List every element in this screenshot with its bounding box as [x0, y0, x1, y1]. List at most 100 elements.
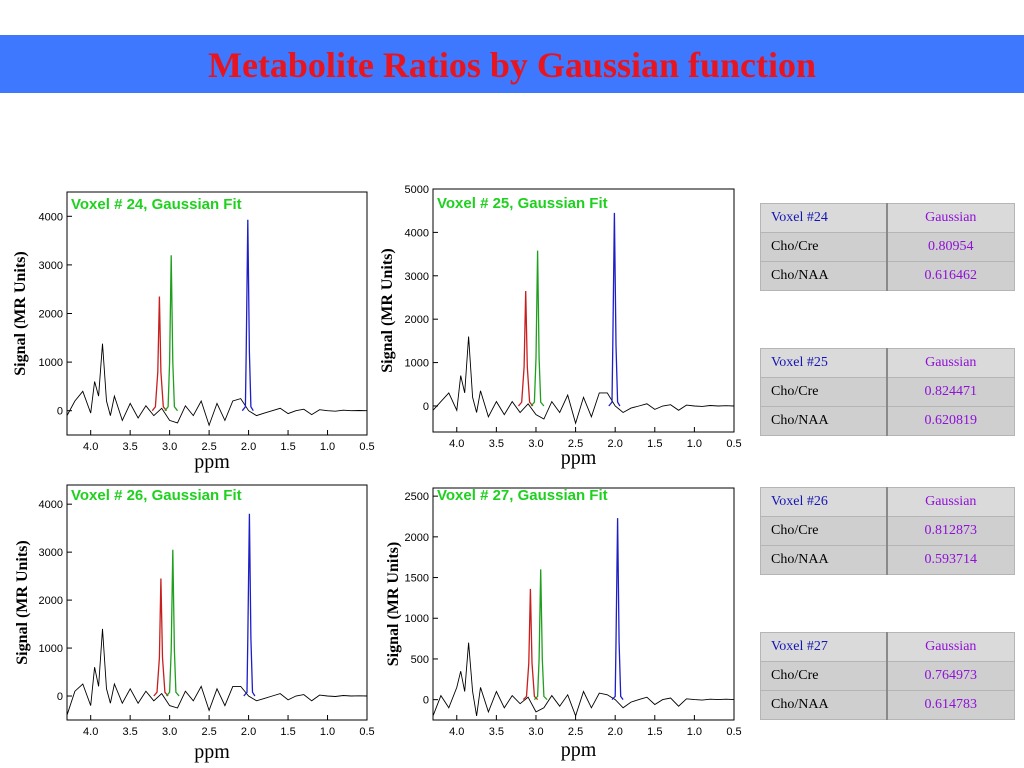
y-axis-label: Signal (MR Units)	[385, 542, 402, 666]
y-tick-label: 2500	[405, 491, 429, 503]
x-tick-label: 4.0	[83, 441, 98, 453]
y-tick-label: 5000	[405, 184, 429, 196]
x-tick-label: 0.5	[359, 441, 374, 453]
table-ratio-value: 0.824471	[886, 377, 1015, 407]
plot-frame	[432, 487, 735, 721]
spectrum-chart-3: 4.0 3.5 3.0 2.5 2.0 1.5 1.0 0.5 0 500 1000 1500 2000…	[385, 487, 742, 761]
x-tick-label: 4.0	[449, 438, 464, 450]
x-axis-label: ppm	[561, 739, 597, 761]
table-ratio-label: Cho/NAA	[760, 261, 888, 291]
ratio-table-voxel-26: Voxel #26 Gaussian Cho/Cre 0.812873 Cho/NA…	[760, 487, 1015, 575]
table-ratio-value: 0.616462	[886, 261, 1015, 291]
plot-frame	[66, 484, 368, 721]
table-header-method: Gaussian	[886, 203, 1015, 233]
gaussian-fit-peak	[164, 255, 179, 412]
spectrum-chart-2: 4.0 3.5 3.0 2.5 2.0 1.5 1.0 0.5 0 1000 2000 3000 400…	[14, 484, 375, 763]
x-tick-label: 1.0	[687, 726, 702, 738]
x-tick-label: 2.5	[201, 441, 216, 453]
spectrum-trace	[66, 343, 368, 427]
y-tick-label: 3000	[39, 547, 63, 559]
y-axis-label: Signal (MR Units)	[12, 251, 29, 375]
table-ratio-label: Cho/Cre	[760, 232, 888, 262]
table-ratio-label: Cho/NAA	[760, 690, 888, 720]
y-axis-label: Signal (MR Units)	[379, 248, 396, 372]
gaussian-fit-peak	[533, 569, 548, 701]
x-tick-label: 3.0	[162, 726, 177, 738]
x-tick-label: 3.5	[489, 438, 504, 450]
chart-title: Voxel # 27, Gaussian Fit	[437, 487, 608, 504]
y-tick-label: 3000	[405, 271, 429, 283]
x-axis-label: ppm	[561, 447, 597, 469]
gaussian-fit-peak	[517, 290, 534, 407]
x-tick-label: 2.5	[201, 726, 216, 738]
ratio-table-voxel-25: Voxel #25 Gaussian Cho/Cre 0.824471 Cho/NA…	[760, 348, 1015, 436]
table-ratio-label: Cho/Cre	[760, 661, 888, 691]
y-tick-label: 1000	[405, 358, 429, 370]
x-tick-label: 2.0	[608, 438, 623, 450]
y-tick-label: 3000	[39, 260, 63, 272]
table-ratio-label: Cho/NAA	[760, 545, 888, 575]
x-tick-label: 2.5	[568, 726, 583, 738]
x-tick-label: 3.0	[162, 441, 177, 453]
y-tick-label: 0	[423, 695, 429, 707]
spectrum-chart-1: 4.0 3.5 3.0 2.5 2.0 1.5 1.0 0.5 0 1000 2000 3000 400…	[379, 184, 742, 469]
x-tick-label: 4.0	[83, 726, 98, 738]
table-ratio-value: 0.593714	[886, 545, 1015, 575]
table-header-method: Gaussian	[886, 632, 1015, 662]
chart-title: Voxel # 26, Gaussian Fit	[71, 487, 242, 504]
x-tick-label: 0.5	[726, 438, 741, 450]
y-tick-label: 0	[423, 401, 429, 413]
title-banner	[0, 35, 1024, 93]
table-header-voxel: Voxel #27	[760, 632, 888, 662]
y-tick-label: 500	[411, 654, 429, 666]
y-tick-label: 1000	[39, 357, 63, 369]
y-tick-label: 4000	[39, 211, 63, 223]
x-tick-label: 4.0	[449, 726, 464, 738]
ratio-table-voxel-24: Voxel #24 Gaussian Cho/Cre 0.80954 Cho/NAA…	[760, 203, 1015, 291]
table-header-voxel: Voxel #25	[760, 348, 888, 378]
y-tick-label: 1000	[39, 643, 63, 655]
x-tick-label: 3.5	[123, 726, 138, 738]
table-ratio-label: Cho/Cre	[760, 516, 888, 546]
y-tick-label: 0	[57, 406, 63, 418]
x-tick-label: 2.0	[241, 726, 256, 738]
plot-frame	[432, 188, 735, 433]
table-ratio-label: Cho/NAA	[760, 406, 888, 436]
plot-frame	[66, 191, 368, 436]
x-tick-label: 1.0	[687, 438, 702, 450]
chart-title: Voxel # 24, Gaussian Fit	[71, 196, 242, 213]
ratio-table-voxel-27: Voxel #27 Gaussian Cho/Cre 0.764973 Cho/NA…	[760, 632, 1015, 720]
gaussian-fit-peak	[153, 578, 169, 697]
table-header-method: Gaussian	[886, 348, 1015, 378]
table-ratio-value: 0.812873	[886, 516, 1015, 546]
gaussian-fit-peak	[608, 212, 621, 407]
table-header-method: Gaussian	[886, 487, 1015, 517]
x-tick-label: 1.5	[280, 441, 295, 453]
x-tick-label: 1.5	[647, 726, 662, 738]
table-header-voxel: Voxel #26	[760, 487, 888, 517]
x-tick-label: 3.0	[528, 438, 543, 450]
spectrum-trace	[66, 628, 368, 716]
gaussian-fit-peak	[165, 549, 180, 697]
x-tick-label: 3.5	[489, 726, 504, 738]
y-tick-label: 2000	[405, 314, 429, 326]
table-ratio-value: 0.764973	[886, 661, 1015, 691]
x-tick-label: 0.5	[726, 726, 741, 738]
x-tick-label: 2.0	[608, 726, 623, 738]
x-tick-label: 2.5	[568, 438, 583, 450]
spectrum-trace	[432, 642, 735, 718]
gaussian-fit-peak	[241, 219, 254, 412]
gaussian-fit-peak	[530, 250, 545, 407]
x-tick-label: 2.0	[241, 441, 256, 453]
gaussian-fit-peak	[611, 518, 624, 701]
spectrum-chart-0: 4.0 3.5 3.0 2.5 2.0 1.5 1.0 0.5 0 1000 2000 3000 400…	[12, 191, 375, 473]
slide-title: Metabolite Ratios by Gaussian function	[207, 45, 817, 85]
x-tick-label: 1.5	[280, 726, 295, 738]
table-ratio-label: Cho/Cre	[760, 377, 888, 407]
gaussian-fit-peak	[522, 588, 539, 701]
spectrum-trace	[432, 336, 735, 425]
x-tick-label: 1.5	[647, 438, 662, 450]
gaussian-fit-peak	[243, 513, 256, 697]
gaussian-fit-peak	[151, 296, 168, 412]
